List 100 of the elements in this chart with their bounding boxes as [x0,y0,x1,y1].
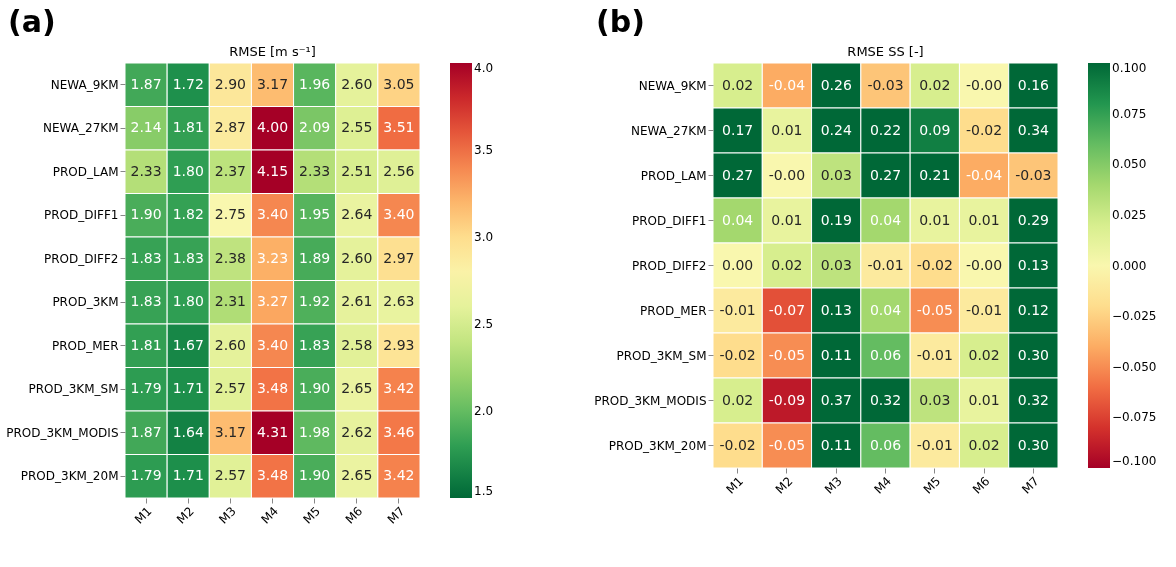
y-tick-label: PROD_DIFF1 [632,213,707,228]
data-label: 0.01 [968,211,1000,228]
x-tick-label: M6 [969,474,993,497]
data-label: 2.61 [341,293,373,310]
data-label: 1.71 [172,467,204,484]
data-label: 0.06 [869,346,902,363]
data-label: 0.19 [820,211,852,228]
data-label: 2.90 [214,75,246,92]
data-label: 3.42 [383,467,415,484]
data-label: -0.07 [768,301,806,318]
data-label: -0.04 [965,166,1003,183]
data-label: 1.80 [172,162,204,179]
y-tick-label: PROD_DIFF2 [44,251,119,266]
data-label: 3.23 [256,249,289,266]
data-label: 2.58 [341,336,373,353]
data-label: -0.00 [965,76,1003,93]
color-bar-label: 3.0 [474,230,494,244]
text: (a) [8,4,56,40]
data-label: 1.87 [130,75,162,92]
data-label: 3.05 [383,75,415,92]
x-tick-label: M4 [258,504,281,527]
data-label: 0.03 [820,256,852,273]
data-label: 0.01 [968,391,1000,408]
data-label: 0.13 [820,301,852,318]
data-label: 1.83 [299,336,331,353]
data-label: 2.09 [299,119,331,136]
data-label: 0.02 [771,256,803,273]
data-label: 0.16 [1017,76,1050,93]
y-tick-label: NEWA_27KM [631,123,707,138]
data-label: 4.15 [256,162,289,179]
data-label: 2.62 [341,423,373,440]
data-label: 3.48 [256,380,289,397]
y-tick-label: PROD_3KM [52,295,119,310]
data-label: -0.02 [916,256,953,273]
data-label: 1.92 [299,293,331,310]
data-label: -0.01 [719,301,756,318]
color-bar-label: 0.025 [1112,207,1147,222]
data-label: -0.02 [719,436,756,453]
data-label: 1.98 [299,423,331,440]
data-label: 0.11 [820,436,852,453]
data-label: -0.00 [768,166,806,183]
data-label: 0.01 [919,211,951,228]
data-label: 0.37 [820,391,852,408]
data-label: 0.27 [869,166,902,183]
data-label: 0.02 [919,76,951,93]
data-label: 3.48 [256,467,289,484]
data-label: 1.90 [299,467,331,484]
color-bar-label: −0.050 [1112,359,1157,374]
x-tick-label: M3 [216,504,239,527]
data-label: 2.97 [383,249,415,266]
data-label: 0.30 [1017,346,1049,363]
data-label: 0.02 [968,346,1000,363]
data-label: 1.83 [130,249,162,266]
data-label: 0.29 [1017,211,1049,228]
y-tick-label: PROD_DIFF2 [632,258,707,273]
data-label: 1.81 [172,119,204,136]
data-label: 2.33 [299,162,331,179]
data-label: 0.02 [722,391,754,408]
color-bar-label: −0.100 [1112,454,1157,468]
data-label: 2.60 [214,336,246,353]
data-label: -0.03 [867,76,904,93]
x-tick-label: M7 [1019,474,1042,497]
data-label: 3.40 [256,206,289,223]
data-label: 0.04 [869,211,902,228]
y-tick-label: PROD_LAM [52,164,119,179]
data-label: 1.83 [130,293,162,310]
data-label: 0.32 [1017,391,1049,408]
data-label: 3.40 [256,336,289,353]
data-label: 0.26 [820,76,852,93]
y-tick-label: NEWA_9KM [50,77,119,92]
data-label: 1.67 [172,336,204,353]
data-label: 3.17 [256,75,289,92]
y-tick-label: PROD_3KM_20M [20,469,119,484]
color-bar-label: 0.050 [1112,157,1147,172]
data-label: 2.65 [341,380,373,397]
data-label: 0.27 [722,166,754,183]
data-label: 2.65 [341,467,373,484]
data-label: 3.40 [383,206,415,223]
color-bar-label: −0.075 [1112,410,1157,425]
data-label: 0.22 [869,121,902,138]
y-tick-label: PROD_3KM_MODIS [6,425,119,440]
x-tick-label: M5 [300,504,324,527]
data-label: -0.05 [916,301,953,318]
data-label: 1.83 [172,249,204,266]
color-bar-label: 1.5 [474,484,494,498]
data-label: 2.56 [383,162,415,179]
data-label: 1.80 [172,293,204,310]
data-label: -0.04 [768,76,806,93]
data-label: 0.12 [1017,301,1049,318]
color-bar-label: 3.5 [474,143,494,157]
x-tick-label: M1 [723,474,747,497]
x-tick-label: M4 [871,474,894,497]
data-label: 2.33 [130,162,162,179]
data-label: 2.55 [341,119,373,136]
chart-title: RMSE [m s⁻¹] [229,43,316,59]
data-label: -0.00 [965,256,1003,273]
data-label: 4.00 [256,119,289,136]
y-tick-label: NEWA_27KM [43,121,119,136]
data-label: 1.87 [130,423,162,440]
data-label: 1.72 [172,75,204,92]
